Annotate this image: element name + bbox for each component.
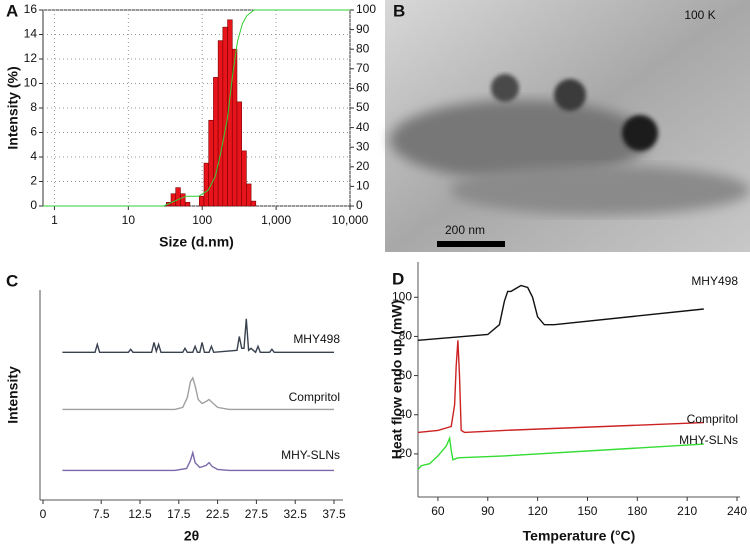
y-tick-label: 10 [24,76,38,90]
y-tick-label: 4 [30,149,37,163]
particle [491,74,519,102]
particle [622,115,658,151]
histogram-bar [213,77,219,207]
histogram-bar [236,101,242,207]
panel-label: D [392,269,404,288]
x-tick-label: 60 [431,504,445,518]
histogram-bar [208,119,214,207]
y2-tick-label: 40 [356,120,370,134]
x-tick-label: 32.5 [284,507,308,521]
x-tick-label: 240 [727,504,747,518]
x-tick-label: 10 [122,213,136,227]
y2-tick-label: 70 [356,61,370,75]
y2-tick-label: 80 [356,41,370,55]
x-axis-title: Size (d.nm) [159,234,234,250]
y-tick-label: 16 [24,2,38,16]
series-label: MHY498 [691,274,738,288]
y2-tick-label: 50 [356,100,370,114]
x-tick-label: 7.5 [93,507,110,521]
x-tick-label: 120 [528,504,548,518]
x-axis-title: 2θ [184,528,199,544]
series-line [62,376,334,411]
x-tick-label: 37.5 [322,507,346,521]
y2-tick-label: 100 [356,2,376,16]
y-tick-label: 0 [30,198,37,212]
y-tick-label: 80 [399,329,413,343]
histogram-bar [170,193,177,207]
x-tick-label: 100 [192,213,212,227]
x-tick-label: 180 [627,504,647,518]
series-label: MHY-SLNs [281,448,340,462]
series-line [62,318,334,354]
panel-label: A [6,1,18,20]
y2-tick-label: 20 [356,159,370,173]
x-tick-label: 10,000 [332,213,369,227]
tem-shadow [390,100,650,180]
histogram-bar [241,150,247,207]
y2-tick-label: 90 [356,22,370,36]
magnification: 100 K [684,8,715,22]
panel-label: C [6,271,18,290]
x-tick-label: 90 [481,504,495,518]
tem-shadow [450,165,750,215]
y-tick-label: 100 [392,289,412,303]
y-tick-label: 8 [30,100,37,114]
series-line [417,340,704,434]
series-label: MHY498 [293,332,340,346]
y-tick-label: 14 [24,27,38,41]
histogram-bar [222,26,228,207]
x-axis-title: Temperature (°C) [523,528,636,544]
particle [554,79,586,111]
y-tick-label: 40 [399,407,413,421]
panel-label: B [393,1,405,20]
y-axis-title: Heat flow endo up (mW) [389,300,405,459]
histogram-bar [250,200,257,207]
scale-bar [437,241,505,247]
x-tick-label: 22.5 [206,507,230,521]
y2-tick-label: 60 [356,81,370,95]
series-label: Compritol [289,390,340,404]
tem-image: 200 nm 100 K B [385,0,750,252]
y-tick-label: 60 [399,368,413,382]
series-label: Compritol [687,412,738,426]
y2-tick-label: 10 [356,179,370,193]
series-line [417,435,704,471]
series-line [43,9,350,207]
histogram-bar [246,183,252,207]
y-tick-label: 12 [24,51,38,65]
x-tick-label: 17.5 [167,507,191,521]
histogram-bar [217,40,224,207]
x-tick-label: 0 [40,507,47,521]
y-axis-title: Intensity (%) [5,66,21,149]
y-tick-label: 2 [30,174,37,188]
x-tick-label: 27.5 [245,507,269,521]
y2-tick-label: 30 [356,139,370,153]
scale-bar-label: 200 nm [445,223,485,237]
y-axis-title: Intensity [5,366,21,424]
y2-tick-label: 0 [356,198,363,212]
histogram-bar [184,202,191,207]
histogram-bar [175,187,181,207]
y-tick-label: 6 [30,125,37,139]
x-tick-label: 210 [677,504,697,518]
x-tick-label: 1 [51,213,58,227]
histogram-bar [199,195,205,207]
histogram-bar [180,193,186,207]
histogram-bar [203,162,210,207]
series-line [62,449,334,472]
x-tick-label: 150 [577,504,597,518]
series-line [417,284,704,341]
x-tick-label: 1,000 [261,213,291,227]
x-tick-label: 12.5 [128,507,152,521]
series-label: MHY-SLNs [679,433,738,447]
y-tick-label: 20 [399,446,413,460]
